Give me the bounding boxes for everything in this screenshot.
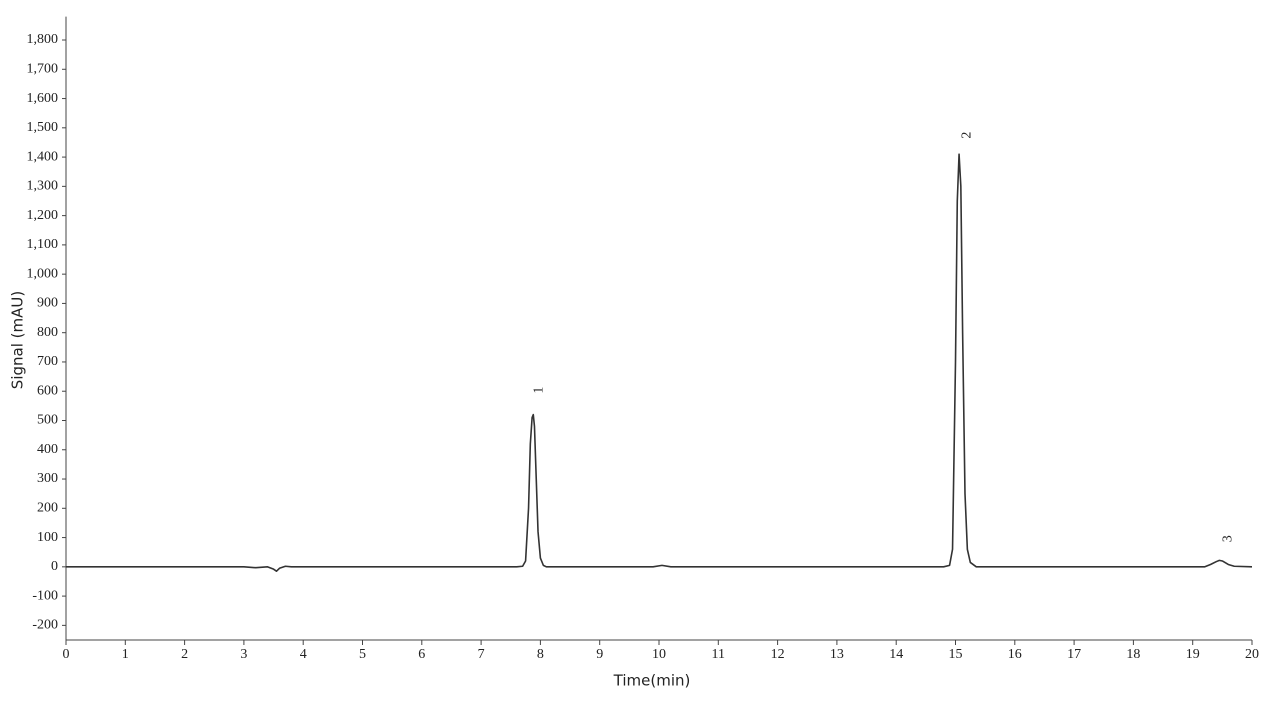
y-tick-label: 300 [37, 471, 58, 486]
y-tick-label: 1,100 [27, 237, 59, 252]
x-tick-label: 0 [63, 647, 70, 662]
y-tick-label: 1,000 [27, 266, 59, 281]
x-tick-label: 16 [1008, 647, 1022, 662]
x-tick-label: 3 [240, 647, 247, 662]
x-tick-label: 9 [596, 647, 603, 662]
x-tick-label: 17 [1067, 647, 1081, 662]
x-axis-title: Time(min) [613, 672, 691, 690]
y-tick-label: 1,500 [27, 120, 59, 135]
x-tick-label: 19 [1186, 647, 1200, 662]
y-tick-label: 200 [37, 501, 58, 516]
x-tick-label: 11 [712, 647, 725, 662]
y-tick-label: 1,200 [27, 208, 59, 223]
y-tick-label: 0 [51, 559, 58, 574]
y-axis-title: Signal (mAU) [9, 291, 27, 389]
y-tick-label: 700 [37, 354, 58, 369]
x-tick-label: 5 [359, 647, 366, 662]
x-tick-label: 13 [830, 647, 844, 662]
y-tick-label: 1,400 [27, 149, 59, 164]
y-tick-label: 1,800 [27, 32, 59, 47]
x-tick-label: 1 [122, 647, 129, 662]
x-tick-label: 4 [300, 647, 307, 662]
y-tick-label: 1,600 [27, 91, 59, 106]
y-tick-label: 900 [37, 296, 58, 311]
y-tick-label: 600 [37, 383, 58, 398]
peak-label: 1 [531, 387, 546, 394]
x-tick-label: 8 [537, 647, 544, 662]
y-tick-label: 400 [37, 442, 58, 457]
x-tick-label: 12 [771, 647, 785, 662]
y-tick-label: 1,700 [27, 62, 59, 77]
x-tick-label: 14 [889, 647, 903, 662]
x-tick-label: 20 [1245, 647, 1259, 662]
x-tick-label: 7 [478, 647, 485, 662]
x-tick-label: 15 [949, 647, 963, 662]
y-tick-label: 500 [37, 413, 58, 428]
x-tick-label: 10 [652, 647, 666, 662]
y-tick-label: -200 [32, 618, 58, 633]
y-tick-label: 100 [37, 530, 58, 545]
signal-line [66, 153, 1253, 573]
peak-label: 3 [1220, 535, 1235, 542]
x-tick-label: 6 [418, 647, 425, 662]
y-tick-label: 800 [37, 325, 58, 340]
y-tick-label: 1,300 [27, 179, 59, 194]
x-tick-label: 2 [181, 647, 188, 662]
peak-label: 2 [960, 132, 975, 139]
y-tick-label: -100 [32, 588, 58, 603]
x-tick-label: 18 [1126, 647, 1140, 662]
